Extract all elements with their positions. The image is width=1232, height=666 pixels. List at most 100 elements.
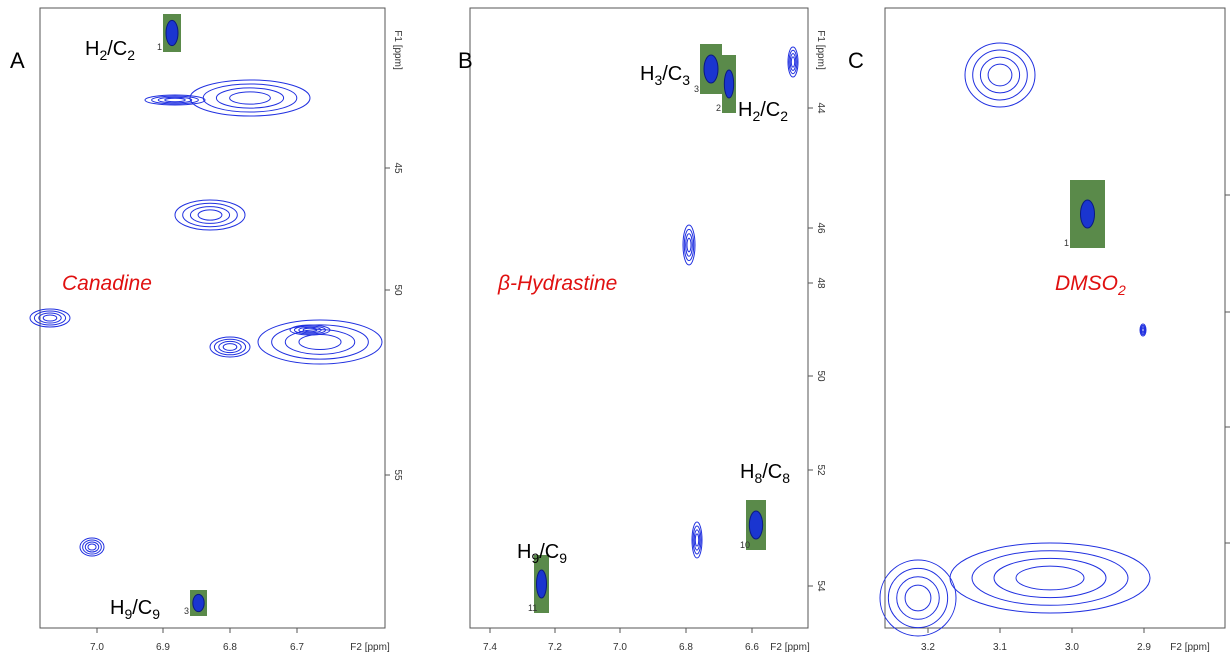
x-tick-label: 6.6: [745, 642, 759, 653]
compound: β-Hydrastine: [497, 272, 617, 295]
peak-label: H2/C2: [738, 99, 788, 124]
contour: [29, 308, 71, 328]
contour: [879, 559, 957, 637]
contour: [271, 324, 369, 360]
peak: [1080, 199, 1095, 229]
contour: [38, 312, 62, 324]
peak-label: H9/C9: [110, 597, 160, 622]
peak-c-sub: 8: [782, 470, 790, 486]
contour: [289, 324, 331, 336]
peak-number: 2: [716, 103, 721, 113]
contour: [787, 46, 799, 78]
contour: [789, 53, 797, 71]
peak-c-sub: 9: [559, 550, 567, 566]
x-tick-label: 7.0: [613, 642, 627, 653]
plot-frame: [469, 7, 809, 629]
contour: [964, 42, 1036, 108]
peak-c: /C: [762, 461, 782, 483]
peak: [723, 69, 735, 99]
peak-number: 1: [157, 42, 162, 52]
peak: [536, 569, 547, 599]
x-tick-label: 6.9: [156, 642, 170, 653]
contour: [189, 79, 311, 117]
peak-h: H: [85, 38, 99, 60]
peak-c-sub: 2: [780, 108, 788, 124]
y-tick-label: 55: [392, 469, 403, 481]
contour: [683, 228, 695, 262]
contour: [82, 539, 102, 555]
contour: [298, 326, 322, 334]
y-tick-label: 45: [392, 162, 403, 174]
contour: [887, 567, 949, 629]
peak-c: /C: [132, 597, 152, 619]
contour: [694, 533, 700, 547]
contour: [79, 537, 105, 557]
peak-label: H8/C8: [740, 461, 790, 486]
plot-frame: [884, 7, 1226, 629]
x-tick-label: 3.0: [1065, 642, 1079, 653]
contour: [692, 525, 702, 555]
compound-sub: 2: [1117, 282, 1126, 298]
peak-number: 1: [1064, 238, 1069, 248]
peak-c: /C: [107, 38, 127, 60]
peak-c: /C: [662, 63, 682, 85]
y-tick-label: 52: [815, 464, 826, 476]
panel-letter: A: [10, 48, 25, 73]
contour: [1141, 327, 1145, 333]
peak-c-sub: 9: [152, 606, 160, 622]
peak-h-sub: 9: [531, 550, 539, 566]
contour: [691, 521, 703, 559]
contour: [904, 584, 932, 612]
peak: [748, 510, 764, 540]
contour: [693, 529, 701, 551]
peak-h-sub: 8: [754, 470, 762, 486]
peak-number: 3: [184, 606, 189, 616]
peak: [703, 54, 719, 84]
contour: [144, 94, 206, 106]
peak-h: H: [738, 99, 752, 121]
y-tick-label: 46: [815, 222, 826, 234]
peak-h: H: [640, 63, 654, 85]
peak-h: H: [110, 597, 124, 619]
x-tick-label: 6.7: [290, 642, 304, 653]
compound-name: β-Hydrastine: [497, 272, 617, 295]
peak-label: H3/C3: [640, 63, 690, 88]
x-axis-label: F2 [ppm]: [1170, 642, 1210, 653]
contour: [293, 325, 327, 335]
x-tick-label: 3.2: [921, 642, 935, 653]
contour: [84, 541, 100, 553]
contour: [189, 206, 231, 224]
panel-letter: C: [848, 48, 864, 73]
peak-c: /C: [539, 541, 559, 563]
contour: [218, 340, 242, 354]
contour: [788, 49, 798, 75]
contour: [949, 542, 1151, 614]
contour: [174, 199, 246, 231]
x-tick-label: 7.2: [548, 642, 562, 653]
y-tick-label: 48: [815, 277, 826, 289]
compound-name: DMSO2: [1055, 272, 1126, 298]
contour: [979, 56, 1021, 94]
contour: [164, 97, 186, 103]
y-tick-label: 54: [815, 580, 826, 592]
contour: [197, 209, 223, 221]
peak-number: 10: [740, 540, 750, 550]
plot-frame: [39, 7, 386, 629]
contour: [686, 237, 692, 253]
peak-label: H2/C2: [85, 38, 135, 63]
peak: [192, 593, 205, 613]
panel-letter: B: [458, 48, 473, 73]
peak-h-sub: 9: [124, 606, 132, 622]
contour: [790, 56, 796, 68]
contour: [1140, 326, 1146, 334]
compound: DMSO: [1055, 272, 1118, 295]
contour: [896, 576, 940, 620]
contour: [1015, 565, 1085, 591]
peak-h-sub: 3: [654, 72, 662, 88]
contour: [33, 310, 67, 326]
peak-label: H9/C9: [517, 541, 567, 566]
peak-number: 11: [528, 603, 537, 613]
contour: [685, 233, 693, 257]
